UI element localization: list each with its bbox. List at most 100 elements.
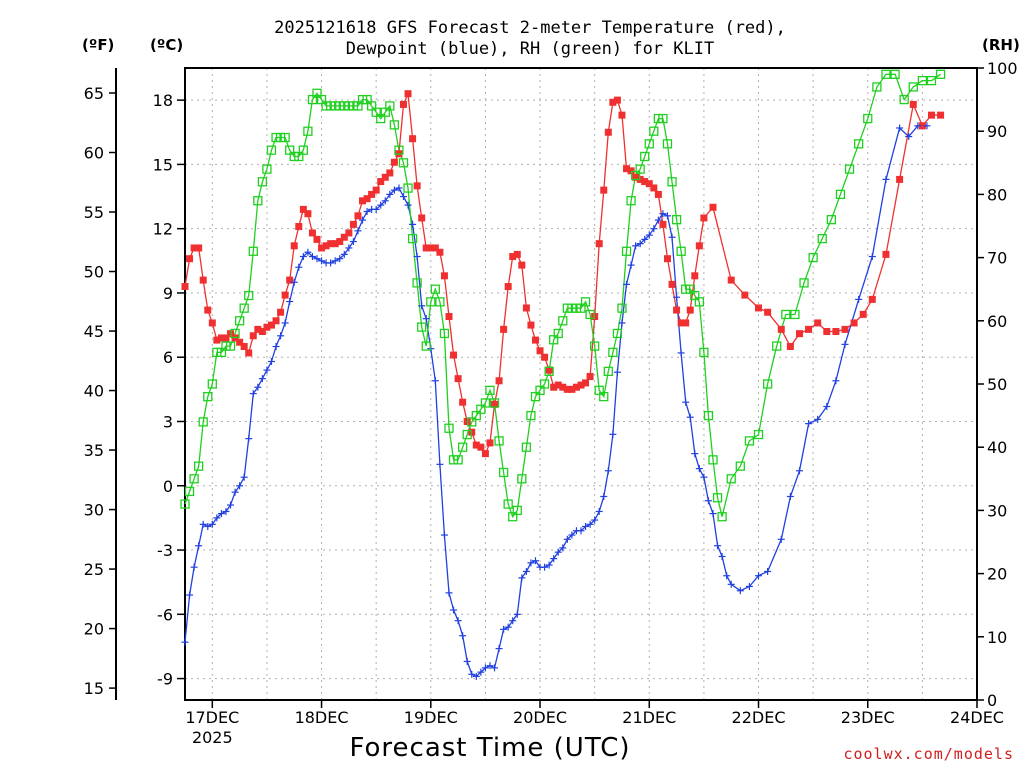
dewpoint-point: [477, 668, 485, 676]
dewpoint-point: [691, 450, 699, 458]
relative-humidity-point: [225, 341, 236, 351]
dewpoint-point: [199, 520, 207, 528]
credit-text: coolwx.com/models: [843, 745, 1014, 763]
dewpoint-point: [295, 263, 303, 271]
temperature-point: [918, 122, 926, 130]
dewpoint-point: [290, 278, 298, 286]
temperature-point: [286, 276, 294, 284]
dewpoint-point: [431, 377, 439, 385]
relative-humidity-point: [781, 309, 791, 320]
temperature-point: [795, 330, 803, 338]
relative-humidity-point: [640, 151, 650, 162]
dewpoint-point: [359, 216, 367, 224]
dewpoint-point: [245, 435, 253, 443]
rh-tick-label: 60: [987, 312, 1007, 331]
relative-humidity-point: [585, 309, 595, 320]
dewpoint-point: [208, 520, 216, 528]
temperature-point: [336, 238, 344, 246]
temperature-point: [550, 383, 558, 391]
relative-humidity-point: [426, 297, 436, 307]
temperature-point: [541, 353, 549, 361]
relative-humidity-point: [935, 69, 946, 79]
relative-humidity-point: [817, 233, 827, 244]
temperature-point: [645, 180, 653, 188]
temperature-point: [404, 90, 412, 98]
dewpoint-point: [668, 233, 676, 241]
dewpoint-point: [641, 235, 649, 243]
dewpoint-point: [190, 563, 198, 571]
temperature-point: [422, 244, 430, 252]
relative-humidity-point: [708, 455, 718, 465]
x-axis-title: Forecast Time (UTC): [349, 733, 631, 763]
temperature-point: [304, 210, 312, 218]
dewpoint-point: [468, 670, 476, 678]
temperature-point: [459, 398, 467, 406]
temperature-point: [741, 291, 749, 299]
relative-humidity-point: [517, 474, 527, 484]
dewpoint-point: [704, 497, 712, 505]
x-tick-label: 18DEC: [295, 708, 349, 727]
chart-markers: [180, 69, 946, 680]
temperature-point: [586, 373, 594, 381]
relative-humidity-point: [253, 196, 263, 206]
dewpoint-point: [313, 255, 321, 263]
temperature-point: [641, 178, 649, 186]
dewpoint-point: [331, 257, 339, 265]
temperature-point: [359, 197, 367, 205]
dewpoint-point: [395, 184, 403, 192]
temperature-point: [868, 295, 876, 303]
x-tick-label: 20DEC: [513, 708, 567, 727]
rh-tick-label: 30: [987, 501, 1007, 520]
relative-humidity-point: [772, 341, 782, 351]
temperature-point: [786, 343, 794, 351]
celsius-tick-label: 9: [163, 284, 173, 303]
relative-humidity-point: [521, 442, 532, 452]
dewpoint-point: [272, 343, 280, 351]
temperature-point: [613, 96, 621, 104]
temperature-point: [381, 173, 389, 181]
temperature-point: [427, 244, 435, 252]
fahrenheit-tick-label: 15: [84, 679, 104, 698]
rh-tick-label: 10: [987, 628, 1007, 647]
relative-humidity-point: [234, 316, 245, 326]
temperature-point: [431, 244, 439, 252]
temperature-point: [509, 253, 517, 261]
temperature-point: [600, 186, 608, 194]
relative-humidity-point: [753, 429, 764, 440]
dewpoint-point: [213, 514, 221, 522]
x-tick-label: 24DEC: [950, 708, 1004, 727]
dewpoint-point: [345, 244, 353, 252]
temperature-point: [272, 317, 280, 325]
relative-humidity-point: [458, 442, 468, 452]
dewpoint-point: [422, 315, 430, 323]
dewpoint-point: [723, 572, 731, 580]
relative-humidity-line: [184, 73, 941, 519]
celsius-tick-label: 18: [153, 91, 173, 110]
dewpoint-line: [184, 125, 927, 678]
relative-humidity-point: [558, 316, 568, 326]
temperature-point: [390, 158, 398, 166]
temperature-point: [522, 304, 530, 312]
relative-humidity-point: [621, 246, 632, 256]
temperature-point: [700, 214, 708, 222]
temperature-point: [186, 255, 194, 263]
dewpoint-point: [354, 227, 362, 235]
dewpoint-point: [463, 657, 471, 665]
rh-tick-label: 50: [987, 375, 1007, 394]
dewpoint-point: [613, 368, 621, 376]
dewpoint-point: [472, 672, 480, 680]
temperature-point: [577, 381, 585, 389]
temperature-point: [659, 220, 667, 228]
dewpoint-point: [304, 248, 312, 256]
relative-humidity-point: [203, 391, 213, 402]
dewpoint-point: [181, 638, 189, 646]
temperature-point: [199, 276, 207, 284]
dewpoint-point: [286, 298, 294, 306]
temperature-point: [281, 291, 289, 299]
relative-humidity-point: [735, 461, 745, 471]
temperature-point: [436, 248, 444, 256]
relative-humidity-point: [494, 436, 504, 446]
dewpoint-point: [577, 527, 585, 535]
relative-humidity-point: [385, 101, 395, 111]
temperature-point: [668, 280, 676, 288]
